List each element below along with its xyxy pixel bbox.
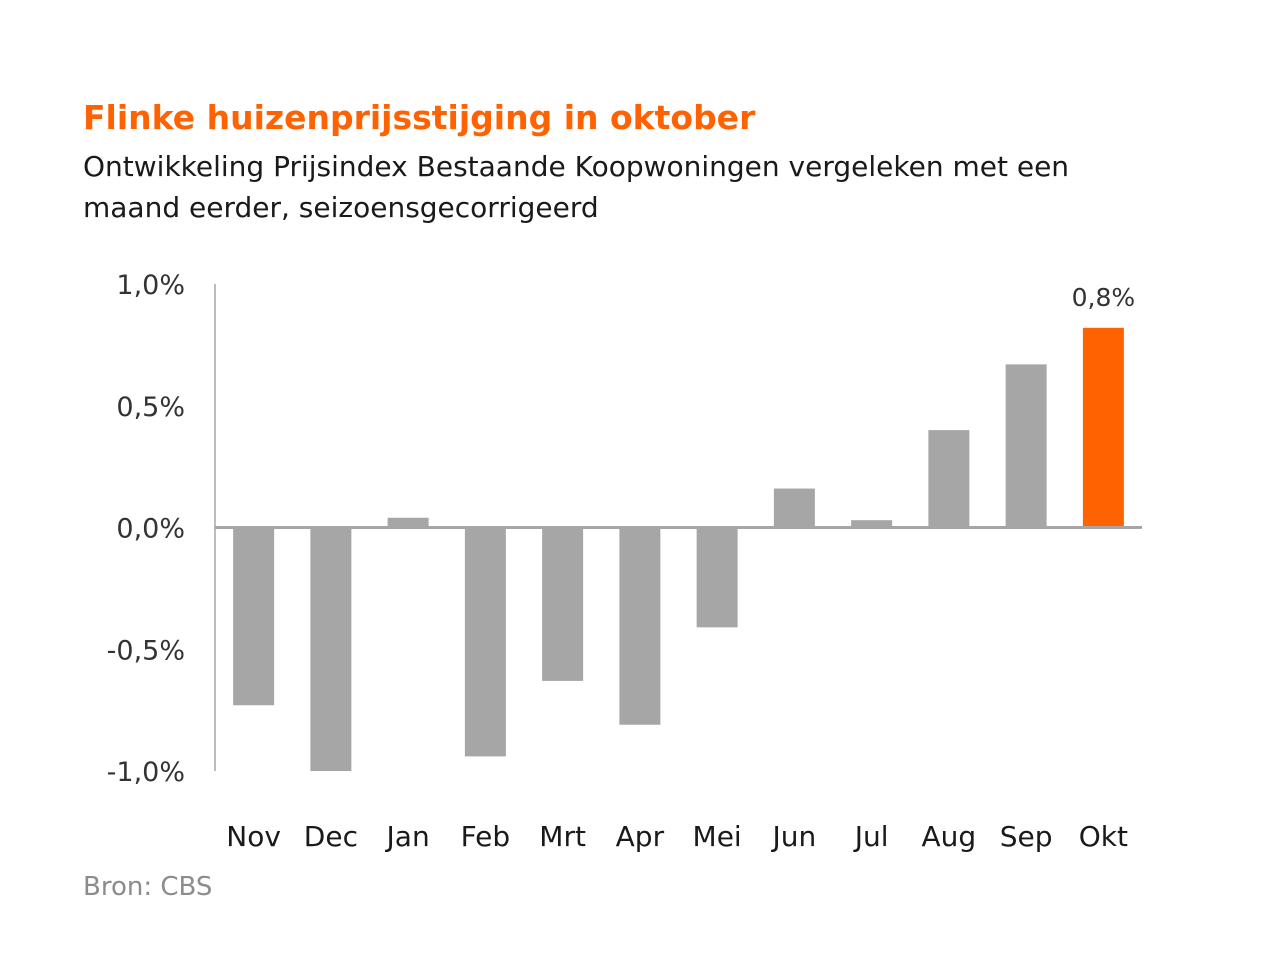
bar-jan: [387, 517, 429, 528]
bar-okt: [1082, 327, 1124, 528]
bar-sep: [1005, 364, 1047, 528]
source-note: Bron: CBS: [83, 872, 213, 902]
data-label: 0,8%: [1072, 283, 1136, 312]
y-tick-label: 1,0%: [116, 270, 185, 301]
y-tick-label: 0,0%: [116, 514, 185, 545]
x-tick-label: Okt: [1079, 820, 1128, 853]
bar-aug: [928, 430, 970, 528]
x-tick-label: Nov: [226, 820, 281, 853]
x-tick-label: Apr: [616, 820, 665, 853]
bar-jul: [851, 520, 893, 528]
y-tick-label: -1,0%: [107, 757, 185, 788]
x-tick-label: Mrt: [539, 820, 586, 853]
x-tick-label: Feb: [461, 820, 511, 853]
y-tick-label: 0,5%: [116, 392, 185, 423]
bar-mei: [696, 527, 738, 628]
chart-subtitle: Ontwikkeling Prijsindex Bestaande Koopwo…: [83, 150, 1070, 224]
bar-nov: [233, 527, 275, 706]
bar-apr: [619, 527, 661, 725]
x-tick-label: Sep: [1000, 820, 1053, 853]
y-tick-label: -0,5%: [107, 635, 185, 666]
bar-jun: [773, 488, 815, 528]
x-tick-label: Aug: [922, 820, 977, 853]
x-tick-label: Jan: [385, 820, 430, 853]
x-tick-label: Jul: [853, 820, 889, 853]
bar-feb: [464, 527, 506, 757]
bar-mrt: [542, 527, 584, 681]
bar-dec: [310, 527, 352, 771]
x-tick-label: Jun: [771, 820, 817, 853]
chart-title: Flinke huizenprijsstijging in oktober: [83, 98, 756, 137]
x-tick-label: Mei: [693, 820, 742, 853]
x-tick-label: Dec: [304, 820, 358, 853]
